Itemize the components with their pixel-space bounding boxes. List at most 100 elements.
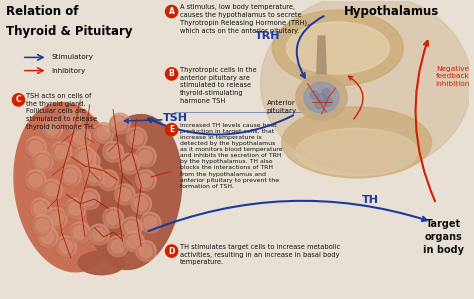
Circle shape (165, 245, 178, 257)
Circle shape (136, 170, 156, 190)
Circle shape (12, 94, 25, 106)
Circle shape (165, 5, 178, 18)
Circle shape (83, 193, 96, 206)
Ellipse shape (87, 115, 182, 269)
Circle shape (144, 216, 157, 229)
Circle shape (114, 117, 127, 130)
Circle shape (64, 112, 77, 125)
Circle shape (322, 89, 330, 97)
Circle shape (30, 198, 51, 219)
Circle shape (124, 231, 145, 252)
Circle shape (135, 243, 154, 262)
Circle shape (79, 151, 100, 172)
Text: TSH: TSH (163, 113, 187, 123)
Text: Thyrotropic cells in the
anterior pituitary are
stimulated to release
thyroid-st: Thyrotropic cells in the anterior pituit… (180, 67, 256, 104)
Circle shape (51, 141, 72, 162)
Circle shape (108, 236, 128, 257)
Text: Target
organs
in body: Target organs in body (423, 219, 464, 255)
Circle shape (33, 151, 53, 172)
Text: TRH: TRH (255, 31, 280, 41)
Circle shape (131, 193, 152, 214)
Circle shape (25, 139, 44, 158)
Ellipse shape (14, 103, 123, 272)
Circle shape (102, 174, 115, 187)
Circle shape (32, 217, 51, 236)
Circle shape (65, 201, 83, 219)
Ellipse shape (296, 75, 347, 120)
Circle shape (140, 215, 158, 234)
Ellipse shape (296, 128, 418, 176)
Circle shape (165, 68, 178, 80)
Circle shape (70, 130, 88, 149)
Text: Thyroid & Pituitary: Thyroid & Pituitary (6, 25, 133, 38)
Circle shape (103, 208, 123, 228)
Circle shape (107, 238, 126, 257)
Circle shape (121, 217, 142, 238)
Ellipse shape (304, 82, 339, 113)
Circle shape (110, 113, 130, 134)
Text: A: A (169, 7, 174, 16)
Circle shape (79, 189, 100, 210)
Circle shape (130, 131, 143, 144)
Text: Inhibitory: Inhibitory (51, 68, 85, 74)
Circle shape (61, 165, 81, 186)
Circle shape (315, 100, 323, 109)
Circle shape (50, 211, 64, 225)
Circle shape (135, 149, 154, 167)
Circle shape (64, 169, 77, 182)
Circle shape (317, 93, 326, 102)
Circle shape (118, 156, 137, 175)
Ellipse shape (261, 0, 471, 173)
Circle shape (83, 155, 96, 168)
Circle shape (42, 179, 63, 200)
Circle shape (109, 115, 128, 134)
Circle shape (29, 174, 42, 187)
Text: Increased TH levels cause heat
production in target cells, that
increase in temp: Increased TH levels cause heat productio… (180, 123, 282, 189)
Circle shape (33, 215, 53, 236)
Text: Stimulatory: Stimulatory (51, 54, 93, 60)
Circle shape (115, 184, 135, 205)
Circle shape (102, 210, 121, 229)
Circle shape (25, 172, 44, 191)
Circle shape (60, 240, 73, 253)
Text: A stimulus, low body temperature,
causes the hypothalamus to secrete
Thyrotropin: A stimulus, low body temperature, causes… (180, 4, 309, 34)
Circle shape (70, 224, 88, 243)
Circle shape (32, 153, 51, 172)
Circle shape (126, 130, 145, 149)
Circle shape (42, 118, 63, 139)
Circle shape (41, 230, 54, 243)
Circle shape (70, 127, 91, 148)
Circle shape (123, 234, 142, 252)
Circle shape (126, 127, 147, 148)
Circle shape (37, 229, 55, 248)
Circle shape (75, 146, 95, 167)
Circle shape (92, 228, 106, 241)
Circle shape (93, 125, 112, 144)
Circle shape (103, 141, 123, 162)
Polygon shape (317, 36, 326, 74)
Circle shape (139, 174, 153, 187)
Text: TH: TH (362, 195, 379, 205)
Circle shape (84, 165, 105, 186)
Text: TSH acts on cells of
the thyroid gland.
Follicular cells are
stimulated to relea: TSH acts on cells of the thyroid gland. … (27, 93, 98, 130)
Circle shape (324, 98, 333, 106)
Circle shape (56, 236, 77, 257)
Circle shape (136, 146, 156, 167)
Circle shape (41, 120, 60, 139)
Text: Negative
feedback
inhibition: Negative feedback inhibition (436, 66, 470, 87)
Text: B: B (169, 69, 174, 78)
Circle shape (74, 149, 93, 167)
Circle shape (41, 181, 60, 201)
Circle shape (60, 167, 79, 186)
Circle shape (111, 240, 124, 253)
Circle shape (65, 198, 86, 219)
Circle shape (30, 201, 48, 219)
Ellipse shape (272, 10, 403, 86)
Text: Anterior
pituitary: Anterior pituitary (266, 100, 297, 114)
Circle shape (61, 109, 81, 129)
Circle shape (46, 208, 67, 228)
Circle shape (37, 227, 58, 247)
Circle shape (135, 172, 154, 191)
Text: Relation of: Relation of (6, 5, 79, 19)
Circle shape (79, 191, 98, 210)
